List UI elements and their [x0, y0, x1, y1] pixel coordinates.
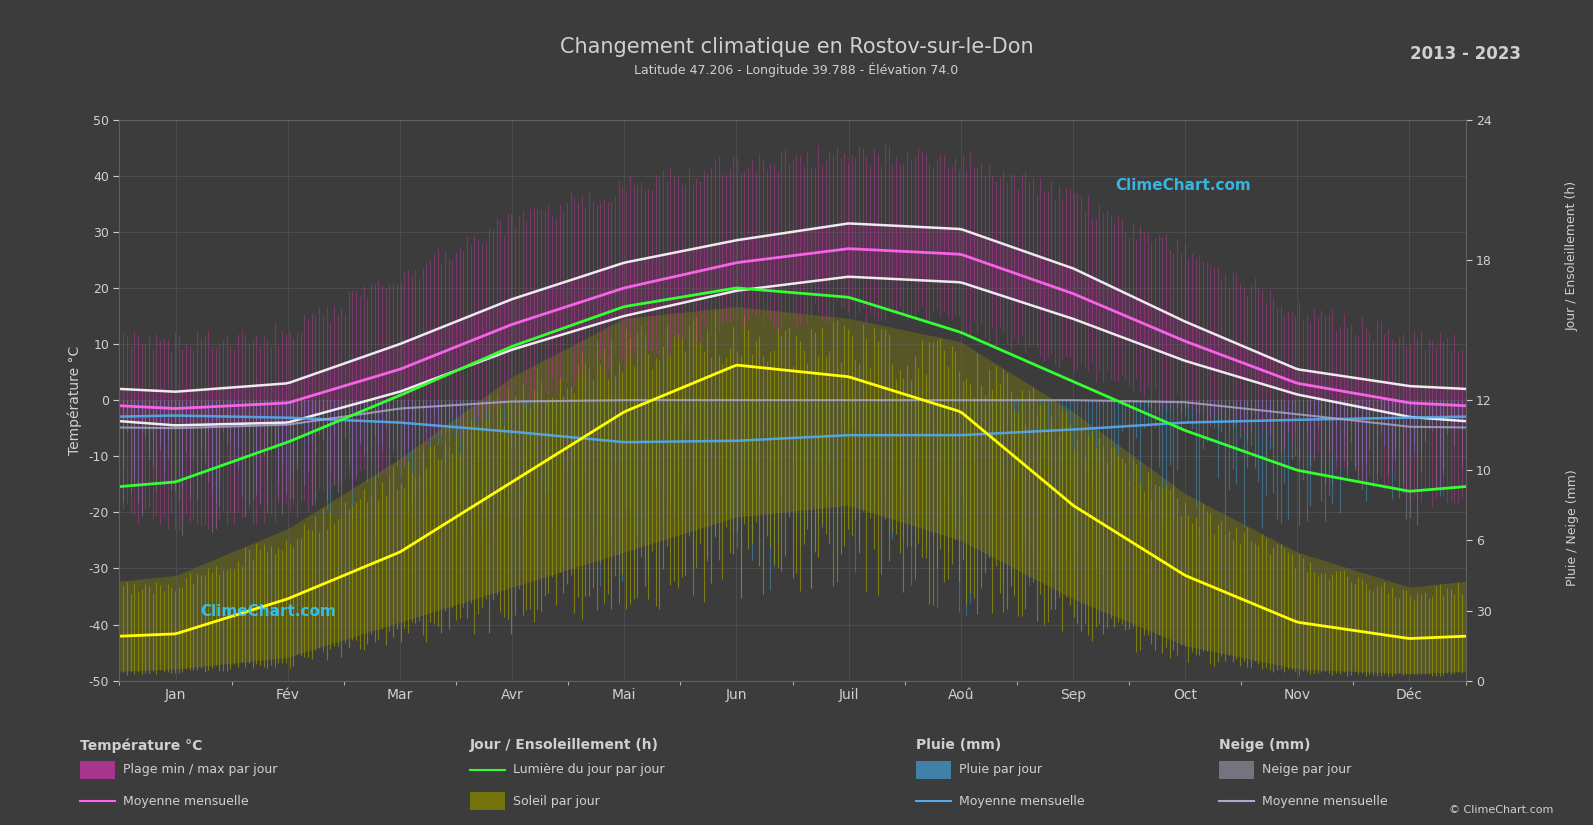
Text: Moyenne mensuelle: Moyenne mensuelle — [1262, 794, 1388, 808]
Text: Pluie (mm): Pluie (mm) — [916, 738, 1002, 752]
Text: Pluie par jour: Pluie par jour — [959, 763, 1042, 776]
Text: Moyenne mensuelle: Moyenne mensuelle — [123, 794, 249, 808]
Text: Pluie / Neige (mm): Pluie / Neige (mm) — [1566, 469, 1579, 587]
Text: Neige (mm): Neige (mm) — [1219, 738, 1309, 752]
Text: Jour / Ensoleillement (h): Jour / Ensoleillement (h) — [470, 738, 660, 752]
Text: Changement climatique en Rostov-sur-le-Don: Changement climatique en Rostov-sur-le-D… — [559, 37, 1034, 57]
Text: Soleil par jour: Soleil par jour — [513, 794, 599, 808]
Text: Jour / Ensoleillement (h): Jour / Ensoleillement (h) — [1566, 181, 1579, 331]
Text: Température °C: Température °C — [80, 738, 202, 753]
Text: Plage min / max par jour: Plage min / max par jour — [123, 763, 277, 776]
Text: Moyenne mensuelle: Moyenne mensuelle — [959, 794, 1085, 808]
Text: © ClimeChart.com: © ClimeChart.com — [1448, 805, 1553, 815]
Text: ClimeChart.com: ClimeChart.com — [201, 604, 336, 619]
Text: ClimeChart.com: ClimeChart.com — [1115, 177, 1252, 193]
Text: Latitude 47.206 - Longitude 39.788 - Élévation 74.0: Latitude 47.206 - Longitude 39.788 - Élé… — [634, 63, 959, 78]
Text: 2013 - 2023: 2013 - 2023 — [1410, 45, 1521, 63]
Text: Neige par jour: Neige par jour — [1262, 763, 1351, 776]
Y-axis label: Température °C: Température °C — [67, 346, 81, 455]
Text: Lumière du jour par jour: Lumière du jour par jour — [513, 763, 664, 776]
